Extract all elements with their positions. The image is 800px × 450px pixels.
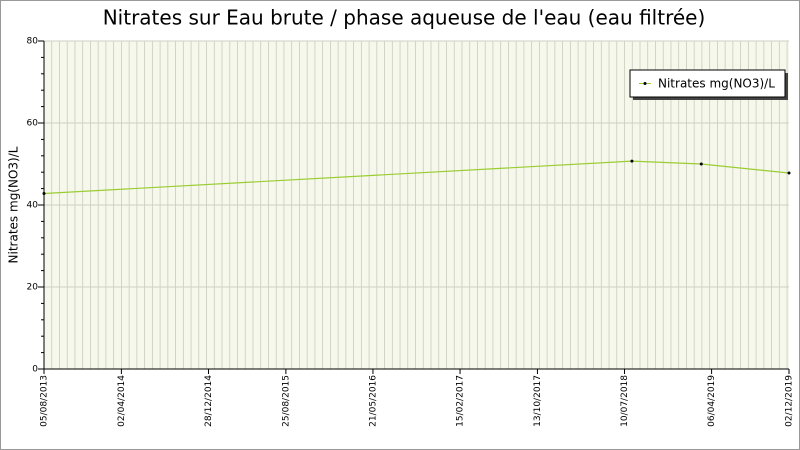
data-point (42, 192, 46, 196)
y-axis-label: Nitrates mg(NO3)/L (7, 146, 21, 263)
x-tick-label: 13/10/2017 (533, 375, 543, 427)
y-tick-label: 40 (27, 201, 39, 211)
x-tick-label: 21/05/2016 (368, 375, 378, 427)
x-tick-label: 15/02/2017 (456, 375, 466, 427)
legend-box (629, 69, 786, 98)
x-tick-label: 06/04/2019 (707, 375, 717, 427)
x-tick-label: 25/08/2015 (281, 375, 291, 427)
legend-marker (643, 82, 647, 85)
y-tick-label: 60 (27, 119, 39, 129)
y-tick-label: 20 (27, 283, 39, 293)
data-point (787, 171, 791, 175)
x-tick-label: 05/08/2013 (40, 375, 50, 427)
legend-label: Nitrates mg(NO3)/L (658, 77, 775, 91)
data-point (699, 162, 703, 166)
data-line (43, 160, 790, 195)
x-tick-label: 10/07/2018 (620, 375, 630, 427)
data-point (630, 159, 634, 163)
x-tick-label: 28/12/2014 (204, 375, 214, 427)
x-tick-label: 02/04/2014 (117, 375, 127, 427)
y-tick-label: 80 (27, 37, 39, 47)
chart-title: Nitrates sur Eau brute / phase aqueuse d… (103, 6, 706, 30)
x-tick-label: 02/12/2019 (785, 375, 795, 427)
legend: Nitrates mg(NO3)/L (629, 69, 788, 100)
y-tick-label: 0 (32, 365, 38, 375)
